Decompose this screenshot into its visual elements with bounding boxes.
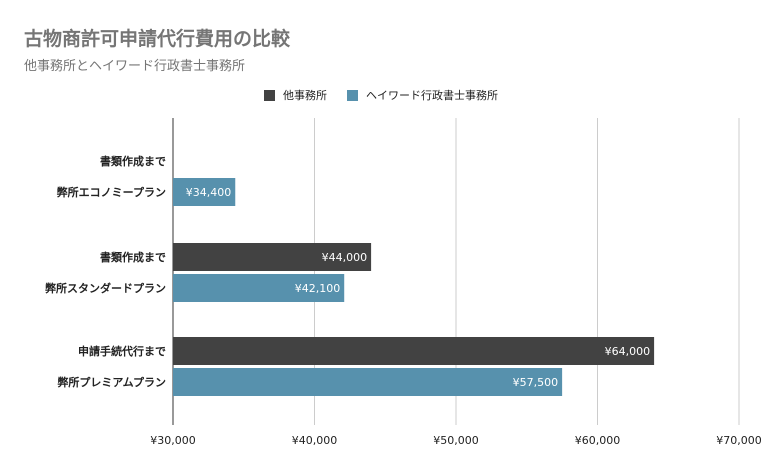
category-label: 書類作成まで [100,250,166,264]
bar-value-label: ¥44,000 [322,251,368,264]
category-label: 弊所エコノミープラン [57,185,166,199]
chart-title: 古物商許可申請代行費用の比較 [24,28,291,50]
bar-value-label: ¥42,100 [295,282,341,295]
bar [173,337,655,365]
legend-swatch-hayward [347,89,358,101]
legend-item-hayward: ヘイワード行政書士事務所 [347,87,498,103]
x-tick-label: ¥40,000 [292,434,338,447]
bar [173,178,236,206]
x-tick-label: ¥50,000 [433,434,479,447]
bar [173,274,345,302]
category-label: 弊所スタンダードプラン [45,281,166,295]
bar-value-label: ¥34,400 [186,186,232,199]
category-label: 書類作成まで [100,154,166,168]
legend-item-others: 他事務所 [264,87,327,103]
bar-value-label: ¥57,500 [513,376,559,389]
x-tick-label: ¥30,000 [150,434,196,447]
legend-swatch-others [264,89,275,101]
bar [173,243,372,271]
bar-value-label: ¥64,000 [605,345,651,358]
legend-label-others: 他事務所 [283,89,327,102]
chart-subtitle: 他事務所とヘイワード行政書士事務所 [24,59,246,74]
category-label: 申請手続代行まで [78,344,166,358]
x-tick-label: ¥70,000 [716,434,762,447]
x-tick-label: ¥60,000 [575,434,621,447]
legend: 他事務所 ヘイワード行政書士事務所 [0,87,762,103]
legend-label-hayward: ヘイワード行政書士事務所 [366,89,498,102]
bar [173,368,563,396]
category-label: 弊所プレミアムプラン [57,375,166,389]
